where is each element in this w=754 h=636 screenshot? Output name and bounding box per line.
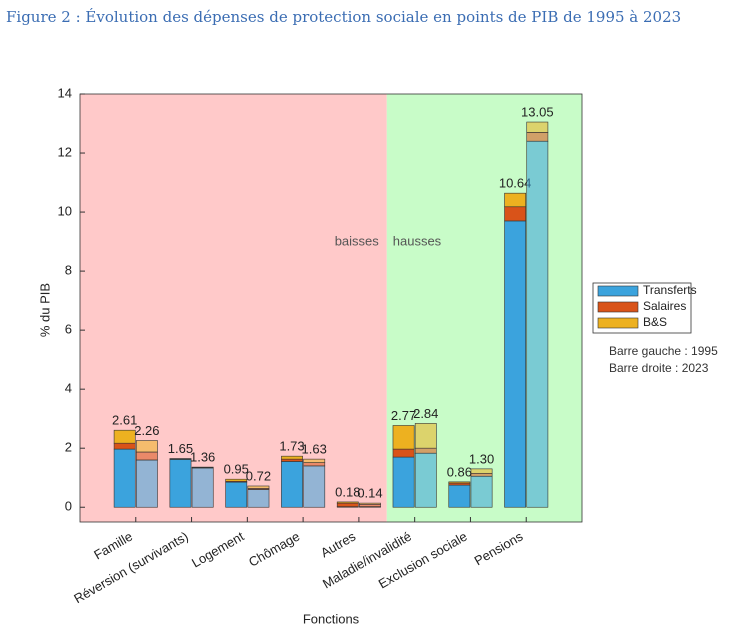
bar-segment <box>470 475 493 508</box>
bar-segment <box>359 503 381 507</box>
bar-segment <box>504 220 527 508</box>
y-tick-label: 14 <box>58 85 72 100</box>
region-label: hausses <box>393 233 442 248</box>
y-tick-label: 0 <box>65 499 72 514</box>
total-label: 2.61 <box>112 413 137 428</box>
bar-segment <box>504 206 527 222</box>
total-label: 1.63 <box>302 442 327 457</box>
bar-segment <box>448 482 471 486</box>
total-label: 0.14 <box>357 486 382 501</box>
bar-segment <box>414 452 437 508</box>
total-label: 2.77 <box>391 408 416 423</box>
chart-title: Figure 2 : Évolution des dépenses de pro… <box>6 8 681 26</box>
legend-label: B&S <box>643 315 667 329</box>
bar-segment <box>392 456 415 508</box>
x-tick-label: Logement <box>189 528 247 570</box>
y-tick-label: 8 <box>65 263 72 278</box>
total-label: 1.30 <box>469 451 494 466</box>
note: Barre gauche : 1995 <box>609 344 718 358</box>
x-tick-label: Chômage <box>246 529 302 570</box>
bar-segment <box>303 465 326 508</box>
bar-segment <box>526 140 549 508</box>
total-label: 13.05 <box>521 104 554 119</box>
total-label: 0.95 <box>224 462 249 477</box>
bar-segment <box>281 455 303 460</box>
total-label: 1.65 <box>168 441 193 456</box>
plot-frame <box>79 93 583 523</box>
bar-segment <box>169 458 192 460</box>
x-tick-label: Autres <box>318 528 358 560</box>
bar-segment <box>448 481 471 484</box>
legend-label: Salaires <box>643 299 686 313</box>
y-axis-label: % du PIB <box>37 283 52 337</box>
bar-segment <box>303 458 326 463</box>
bar-segment <box>392 425 415 450</box>
bar-segment <box>504 192 527 208</box>
bar-segment <box>336 502 359 507</box>
legend-swatch <box>597 317 639 329</box>
bar-segment <box>135 459 158 508</box>
y-tick-label: 6 <box>65 322 72 337</box>
bar-segment <box>526 132 549 142</box>
y-tick-label: 2 <box>65 440 72 455</box>
bar-segment <box>392 448 415 458</box>
total-label: 0.86 <box>447 464 472 479</box>
bar-segment <box>281 461 303 508</box>
total-label: 10.64 <box>499 176 532 191</box>
x-tick-label: Famille <box>91 529 135 563</box>
note: Barre droite : 2023 <box>609 361 709 375</box>
bar-segment <box>191 466 214 468</box>
y-tick-label: 10 <box>58 204 72 219</box>
bar-segment <box>247 485 270 489</box>
bar-segment <box>470 472 493 477</box>
total-label: 1.36 <box>190 450 215 465</box>
total-label: 1.73 <box>279 439 304 454</box>
bar-segment <box>135 440 158 453</box>
bar-segment <box>191 467 214 508</box>
bar-segment <box>470 468 493 474</box>
x-axis-label: Fonctions <box>303 611 360 626</box>
total-label: 2.84 <box>413 406 438 421</box>
total-label: 0.18 <box>335 484 360 499</box>
legend-swatch <box>597 301 639 313</box>
bar-segment <box>448 484 471 508</box>
bar-segment <box>135 451 158 461</box>
y-tick-label: 4 <box>65 381 72 396</box>
total-label: 2.26 <box>134 423 159 438</box>
bar-segment <box>303 462 326 467</box>
legend-label: Transferts <box>643 283 697 297</box>
bar-segment <box>414 447 437 454</box>
bar-segment <box>336 501 359 504</box>
bar-segment <box>414 423 437 449</box>
bar-segment <box>247 489 270 508</box>
x-tick-label: Pensions <box>472 528 526 568</box>
legend-swatch <box>597 285 639 297</box>
bar-segment <box>526 121 549 133</box>
bar-segment <box>225 481 248 508</box>
bar-segment <box>169 459 192 508</box>
y-tick-label: 12 <box>58 144 72 159</box>
bar-segment <box>281 458 303 462</box>
bar-segment <box>113 442 136 450</box>
bar-segment <box>359 502 381 505</box>
total-label: 0.72 <box>246 468 271 483</box>
bar-segment <box>225 478 248 482</box>
bar-segment <box>113 448 136 508</box>
region-label: baisses <box>335 233 380 248</box>
bar-segment <box>113 429 136 444</box>
